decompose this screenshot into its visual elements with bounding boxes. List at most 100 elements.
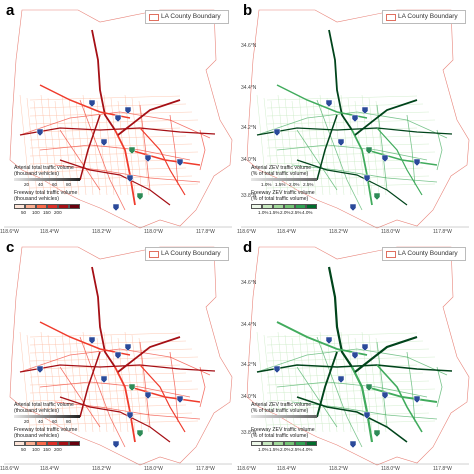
arterial-legend-subtitle: (% of total traffic volume) [251, 171, 309, 177]
freeway-road [366, 386, 438, 403]
freeway-tick-label: 1.5% [269, 210, 280, 215]
boundary-legend-label: LA County Boundary [398, 250, 458, 257]
highway-shield-icon [349, 203, 357, 212]
freeway-colorbar-segment [47, 441, 58, 446]
freeway-tick-label: 50 [21, 210, 27, 215]
freeway-road [19, 127, 216, 136]
highway-shield-icon [126, 174, 134, 183]
shield-shape [273, 365, 281, 374]
highway-shield-icon [363, 411, 371, 420]
arterial-road [376, 341, 388, 428]
arterial-colorbar [251, 178, 317, 181]
map-d [241, 246, 470, 466]
highway-shield-icon [144, 154, 152, 163]
arterial-road [79, 99, 126, 211]
arterial-tick-label: 20 [24, 182, 30, 187]
boundary-legend: LA County Boundary [145, 10, 229, 24]
freeway-road [129, 386, 201, 403]
panel-label: d [243, 239, 253, 256]
freeway-road [351, 366, 374, 443]
freeway-legend-subtitle: (thousand vehicles) [14, 433, 59, 439]
freeway-tick-label: 4.0% [302, 447, 313, 452]
freeway-tick-label: 2.5% [291, 210, 302, 215]
highway-shield-icon [325, 336, 333, 345]
shield-shape [136, 429, 144, 438]
freeway-colorbar-segment [14, 204, 25, 209]
freeway-tick-label: 50 [21, 447, 27, 452]
arterial-road [79, 336, 126, 448]
boundary-legend: LA County Boundary [382, 247, 466, 261]
freeway-colorbar-segment [262, 441, 273, 446]
highway-shield-icon [373, 429, 381, 438]
freeway-road [117, 99, 181, 136]
highway-shield-icon [114, 351, 122, 360]
freeway-colorbar-segment [273, 441, 284, 446]
freeway-tick-label: 200 [54, 210, 62, 215]
y-tick-label: 33.8°N [241, 193, 257, 199]
highway-shield-icon [124, 343, 132, 352]
freeway-legend-title: Freeway total traffic volume [14, 190, 78, 196]
boundary-legend-label: LA County Boundary [398, 13, 458, 20]
freeway-colorbar-segment [58, 204, 69, 209]
highway-shield-icon [365, 146, 373, 155]
x-tick-label: 118.4°W [277, 229, 296, 235]
arterial-road [169, 114, 179, 186]
arterial-road [256, 111, 448, 139]
arterial-road [54, 401, 201, 420]
y-tick-label: 34.4°N [241, 85, 257, 91]
freeway-road [59, 396, 171, 443]
highway-shield-icon [361, 106, 369, 115]
highway-shield-icon [351, 114, 359, 123]
shield-shape [413, 158, 421, 167]
arterial-tick-label: 1.5% [275, 182, 286, 187]
x-tick-label: 118.2°W [329, 229, 348, 235]
highway-shield-icon [349, 440, 357, 449]
freeway-colorbar-segment [36, 441, 47, 446]
shield-shape [373, 429, 381, 438]
x-tick-label: 118.2°W [92, 229, 111, 235]
arterial-road [276, 144, 428, 161]
boundary-legend-label: LA County Boundary [161, 250, 221, 257]
freeway-road [296, 159, 408, 206]
panel-label: a [6, 2, 15, 19]
freeway-colorbar-segment [273, 204, 284, 209]
highway-shield-icon [136, 429, 144, 438]
highway-shield-icon [128, 146, 136, 155]
highway-shield-icon [176, 158, 184, 167]
panel-a: a LA County Boundary 118.6°W 118.4°W 118.2… [0, 0, 237, 237]
freeway-road [354, 335, 418, 373]
shield-shape [112, 203, 120, 212]
arterial-road [276, 381, 428, 398]
freeway-colorbar-segment [36, 204, 47, 209]
x-tick-label: 118.2°W [329, 466, 348, 472]
highway-shield-icon [144, 391, 152, 400]
freeway-road [256, 364, 453, 373]
arterial-colorbar [251, 415, 317, 418]
freeway-colorbar-segment [262, 204, 273, 209]
y-tick-label: 34.2°N [241, 362, 257, 368]
freeway-legend-subtitle: (% of total traffic volume) [251, 196, 309, 202]
freeway-road [79, 114, 101, 181]
arterial-road [199, 366, 206, 408]
panel-label: b [243, 2, 253, 19]
arterial-legend-title: Arterial total traffic volume [14, 165, 74, 171]
freeway-colorbar-segment [25, 204, 36, 209]
freeway-road [79, 351, 101, 418]
arterial-road [296, 129, 338, 191]
x-tick-label: 118.6°W [0, 466, 19, 472]
freeway-tick-label: 1.0% [258, 447, 269, 452]
freeway-colorbar-segment [284, 204, 295, 209]
freeway-tick-label: 4.0% [302, 210, 313, 215]
arterial-road [296, 366, 338, 428]
freeway-tick-label: 2.0% [280, 447, 291, 452]
x-tick-label: 117.8°W [196, 229, 215, 235]
arterial-road [19, 111, 211, 139]
freeway-colorbar-segment [295, 441, 306, 446]
shield-shape [361, 343, 369, 352]
highway-shield-icon [112, 440, 120, 449]
freeway-road [114, 129, 136, 206]
boundary-legend: LA County Boundary [382, 10, 466, 24]
x-tick-label: 118.4°W [40, 466, 59, 472]
boundary-legend: LA County Boundary [145, 247, 229, 261]
shield-shape [349, 203, 357, 212]
